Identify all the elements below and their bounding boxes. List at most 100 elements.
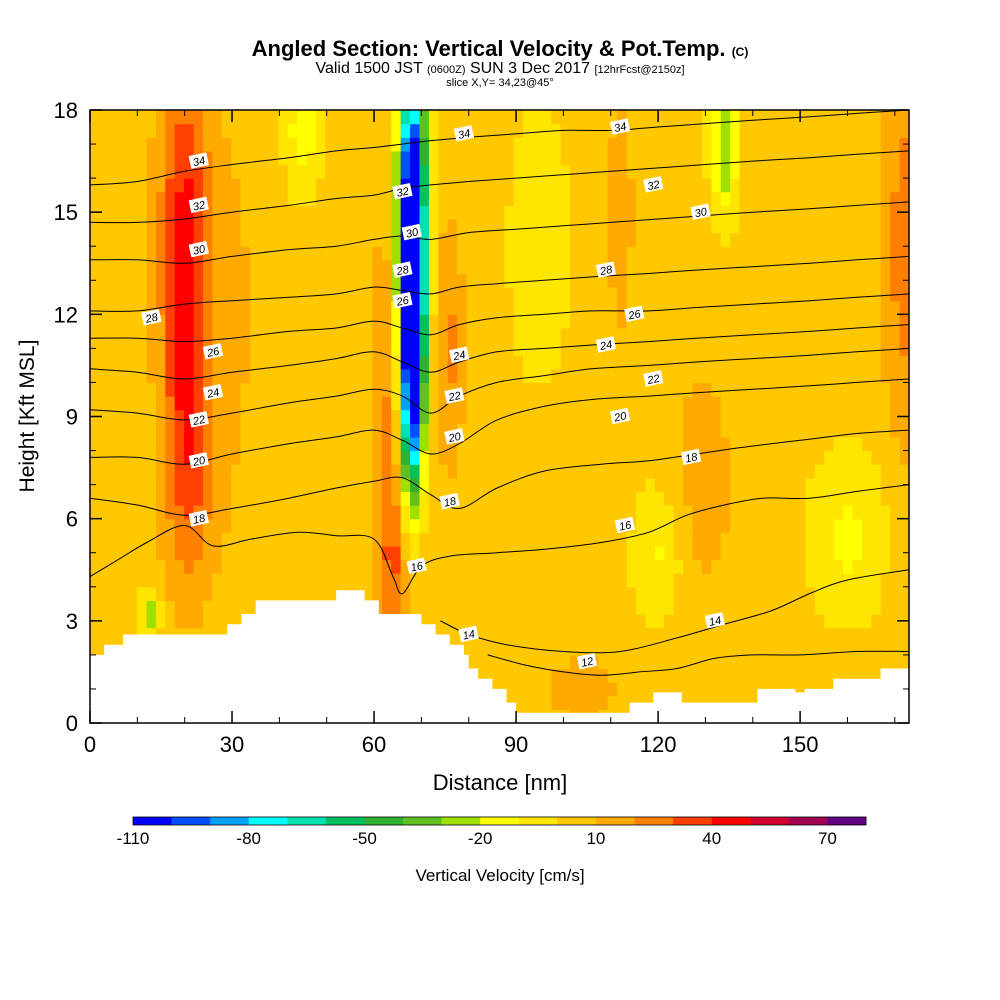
velocity-cell	[796, 409, 807, 424]
velocity-cell	[485, 600, 496, 615]
velocity-cell	[494, 314, 505, 329]
velocity-cell	[758, 382, 769, 397]
velocity-cell	[353, 573, 364, 588]
velocity-cell	[410, 341, 421, 356]
velocity-cell	[748, 110, 759, 125]
velocity-cell	[701, 368, 712, 384]
velocity-cell	[617, 259, 628, 275]
velocity-cell	[824, 382, 835, 397]
velocity-cell	[315, 137, 326, 152]
velocity-cell	[843, 150, 854, 166]
velocity-cell	[165, 327, 176, 343]
velocity-cell	[287, 545, 298, 561]
velocity-cell	[466, 477, 477, 493]
velocity-cell	[513, 600, 524, 615]
velocity-cell	[541, 287, 552, 302]
velocity-cell	[363, 246, 374, 261]
velocity-cell	[598, 614, 609, 629]
velocity-cell	[532, 164, 543, 179]
velocity-cell	[843, 300, 854, 315]
velocity-cell	[645, 110, 656, 125]
velocity-cell	[607, 287, 618, 302]
velocity-cell	[212, 191, 223, 206]
velocity-cell	[287, 532, 298, 547]
velocity-cell	[202, 436, 213, 452]
velocity-cell	[626, 314, 637, 329]
velocity-cell	[353, 382, 364, 397]
velocity-cell	[410, 110, 421, 125]
velocity-cell	[739, 191, 750, 206]
velocity-cell	[786, 668, 797, 683]
velocity-cell	[664, 205, 675, 220]
velocity-cell	[551, 191, 562, 206]
velocity-cell	[852, 382, 863, 397]
velocity-cell	[899, 627, 909, 642]
velocity-cell	[353, 164, 364, 179]
velocity-cell	[607, 205, 618, 220]
velocity-cell	[880, 586, 891, 601]
velocity-cell	[90, 300, 101, 315]
x-tick-label: 90	[504, 732, 528, 757]
velocity-cell	[344, 491, 355, 506]
velocity-cell	[833, 218, 844, 234]
velocity-cell	[560, 232, 571, 247]
velocity-cell	[852, 491, 863, 506]
velocity-cell	[890, 545, 901, 561]
velocity-cell	[193, 573, 204, 588]
velocity-cell	[419, 505, 430, 520]
velocity-cell	[193, 327, 204, 343]
velocity-cell	[739, 137, 750, 152]
velocity-cell	[777, 573, 788, 588]
velocity-cell	[748, 654, 759, 670]
velocity-cell	[814, 600, 825, 615]
velocity-cell	[560, 355, 571, 370]
velocity-cell	[99, 559, 110, 574]
velocity-cell	[466, 518, 477, 533]
velocity-cell	[805, 545, 816, 561]
velocity-cell	[287, 396, 298, 411]
velocity-cell	[381, 545, 392, 561]
velocity-cell	[805, 464, 816, 479]
velocity-cell	[278, 559, 289, 574]
velocity-cell	[758, 532, 769, 547]
velocity-cell	[287, 246, 298, 261]
velocity-cell	[146, 341, 157, 356]
velocity-cell	[617, 178, 628, 193]
velocity-cell	[466, 287, 477, 302]
velocity-cell	[692, 246, 703, 261]
velocity-cell	[240, 477, 251, 493]
velocity-cell	[99, 518, 110, 533]
velocity-cell	[636, 191, 647, 206]
velocity-cell	[758, 300, 769, 315]
velocity-cell	[607, 573, 618, 588]
velocity-cell	[90, 191, 101, 206]
velocity-cell	[212, 532, 223, 547]
velocity-cell	[400, 205, 411, 220]
velocity-cell	[579, 137, 590, 152]
velocity-cell	[758, 586, 769, 601]
velocity-cell	[504, 586, 515, 601]
theta-contour-32	[90, 150, 909, 224]
colorbar-swatch	[634, 817, 674, 825]
velocity-cell	[108, 110, 119, 125]
velocity-cell	[259, 573, 270, 588]
velocity-cell	[174, 368, 185, 384]
velocity-cell	[786, 246, 797, 261]
velocity-cell	[626, 178, 637, 193]
velocity-cell	[259, 518, 270, 533]
velocity-cell	[880, 614, 891, 629]
velocity-cell	[645, 627, 656, 642]
velocity-cell	[899, 164, 909, 179]
velocity-cell	[287, 259, 298, 275]
contour-label-bg	[643, 370, 664, 387]
velocity-cell	[607, 178, 618, 193]
contour-label-bg	[444, 428, 465, 445]
velocity-cell	[579, 477, 590, 493]
velocity-cell	[654, 436, 665, 452]
velocity-cell	[221, 586, 232, 601]
contour-label-bg	[453, 125, 475, 142]
velocity-cell	[711, 246, 722, 261]
velocity-cell	[381, 259, 392, 275]
velocity-cell	[551, 341, 562, 356]
contour-label-bg	[188, 509, 209, 527]
